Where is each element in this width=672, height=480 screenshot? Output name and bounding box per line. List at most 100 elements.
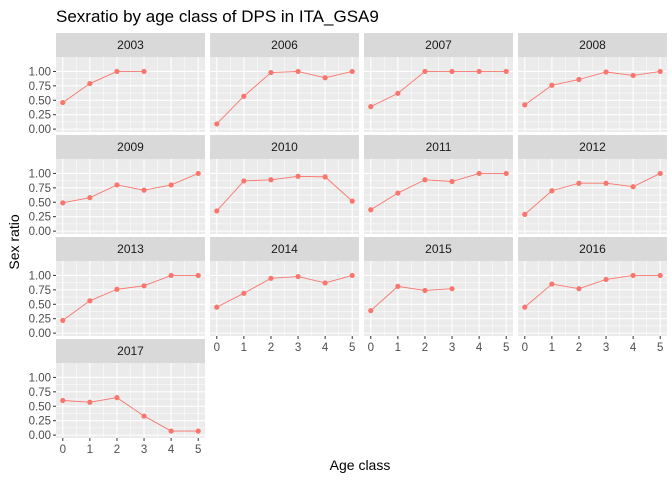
- facet-panel-2006: 2006: [210, 33, 359, 132]
- y-tick-label: 0.75: [29, 183, 51, 195]
- data-point: [87, 298, 93, 304]
- data-point: [503, 170, 509, 177]
- x-tick-label: 1: [241, 342, 247, 354]
- facet-strip: [56, 135, 205, 159]
- x-tick-label: 1: [549, 342, 555, 354]
- data-point: [295, 273, 301, 280]
- data-point: [268, 177, 274, 183]
- data-point: [87, 80, 93, 87]
- data-point: [630, 272, 636, 279]
- y-tick-label: 0.50: [29, 197, 51, 209]
- data-point: [195, 170, 201, 177]
- x-tick-label: 3: [603, 342, 609, 354]
- data-point: [349, 272, 355, 279]
- data-point: [87, 195, 93, 201]
- facet-panel-2017: 2017 0.00 0.25 0.50 0.75 1.00 0 1 2 3 4 5: [29, 339, 205, 456]
- data-point: [114, 395, 120, 401]
- x-tick-label: 4: [168, 444, 175, 456]
- y-tick-label: 0.50: [29, 95, 51, 107]
- data-point: [268, 69, 274, 76]
- series-line: [216, 70, 353, 125]
- data-point: [657, 170, 663, 177]
- facet-strip: [56, 33, 205, 57]
- facet-strip-label: 2007: [425, 38, 452, 52]
- x-tick-label: 2: [422, 342, 428, 354]
- x-tick-label: 3: [295, 342, 301, 354]
- x-tick-label: 2: [576, 342, 582, 354]
- x-tick-label: 1: [87, 444, 93, 456]
- data-point: [368, 308, 374, 314]
- data-point: [114, 286, 120, 292]
- data-point: [141, 68, 147, 75]
- y-tick-label: 0.25: [29, 212, 51, 224]
- y-tick-label: 0.00: [29, 328, 51, 340]
- data-point: [603, 180, 609, 186]
- series-line: [524, 274, 661, 308]
- data-point: [449, 68, 455, 75]
- data-point: [295, 68, 301, 75]
- x-tick-label: 2: [114, 444, 120, 456]
- facet-panel-2009: 2009 0.00 0.25 0.50 0.75 1.00: [29, 135, 205, 238]
- data-point: [522, 102, 528, 108]
- data-point: [349, 68, 355, 75]
- facet-strip: [364, 33, 513, 57]
- facet-strip-label: 2010: [271, 140, 298, 154]
- x-axis-title: Age class: [330, 457, 391, 473]
- data-point: [241, 290, 247, 296]
- y-tick-label: 0.25: [29, 110, 51, 122]
- data-point: [368, 207, 374, 213]
- data-point: [630, 72, 636, 79]
- series-line: [62, 173, 199, 204]
- chart-title: Sexratio by age class of DPS in ITA_GSA9: [56, 7, 379, 26]
- facet-strip-label: 2016: [579, 242, 606, 256]
- series-line: [370, 70, 507, 108]
- series-line: [216, 175, 353, 212]
- y-tick-label: 1.00: [29, 372, 51, 384]
- data-point: [549, 82, 555, 88]
- series-line: [62, 274, 199, 321]
- facet-strip-label: 2012: [579, 140, 606, 154]
- x-tick-label: 4: [322, 342, 329, 354]
- series-line: [370, 285, 453, 311]
- facet-panel-2011: 2011: [364, 135, 513, 234]
- data-point: [241, 178, 247, 184]
- facet-strip: [210, 237, 359, 261]
- data-point: [576, 180, 582, 186]
- data-point: [168, 428, 174, 434]
- x-tick-label: 0: [368, 342, 374, 354]
- data-point: [168, 272, 174, 279]
- facet-strip: [518, 135, 667, 159]
- data-point: [295, 173, 301, 179]
- y-axis-title: Sex ratio: [6, 214, 22, 269]
- facet-strip-label: 2003: [117, 38, 144, 52]
- facet-strip-label: 2009: [117, 140, 144, 154]
- facet-strip-label: 2015: [425, 242, 452, 256]
- x-tick-label: 4: [630, 342, 637, 354]
- data-point: [114, 182, 120, 188]
- facet-strip: [210, 33, 359, 57]
- x-tick-label: 5: [349, 342, 355, 354]
- data-point: [395, 90, 401, 96]
- data-point: [141, 283, 147, 289]
- data-point: [422, 287, 428, 294]
- x-tick-label: 5: [503, 342, 509, 354]
- facet-panel-2013: 2013 0.00 0.25 0.50 0.75 1.00: [29, 237, 205, 340]
- data-point: [60, 200, 66, 206]
- y-tick-label: 0.50: [29, 401, 51, 413]
- data-point: [87, 399, 93, 405]
- data-point: [476, 68, 482, 75]
- y-tick-label: 0.00: [29, 430, 51, 442]
- data-point: [549, 188, 555, 194]
- y-tick-label: 0.50: [29, 299, 51, 311]
- facet-strip-label: 2011: [426, 140, 452, 154]
- series-line: [62, 70, 145, 103]
- data-point: [60, 99, 66, 106]
- y-tick-label: 1.00: [29, 168, 51, 180]
- facet-strip-label: 2008: [579, 38, 606, 52]
- data-point: [549, 281, 555, 287]
- y-tick-label: 0.25: [29, 314, 51, 326]
- x-tick-label: 0: [522, 342, 528, 354]
- y-tick-label: 1.00: [29, 66, 51, 78]
- data-point: [657, 68, 663, 75]
